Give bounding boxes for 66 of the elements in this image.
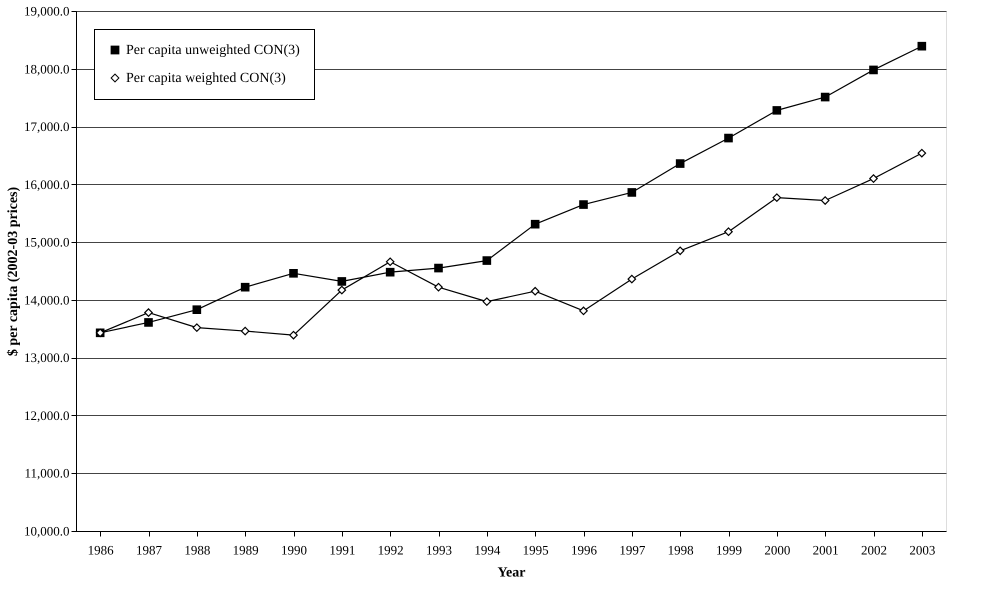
y-tick-label: 14,000.0 bbox=[24, 292, 70, 308]
y-tick-label: 10,000.0 bbox=[24, 524, 70, 538]
point bbox=[434, 264, 443, 272]
point bbox=[724, 227, 733, 236]
y-tick-label: 13,000.0 bbox=[24, 350, 70, 366]
x-tick-label: 1987 bbox=[136, 542, 162, 558]
point bbox=[240, 282, 250, 292]
legend-label: Per capita weighted CON(3) bbox=[126, 71, 286, 86]
x-tick-label: 2003 bbox=[909, 542, 936, 558]
x-tick-label: 1986 bbox=[88, 542, 114, 558]
x-tick-label: 1990 bbox=[281, 542, 307, 558]
point bbox=[482, 256, 492, 265]
x-tick-label: 2002 bbox=[861, 542, 887, 558]
point bbox=[338, 286, 346, 294]
point bbox=[724, 134, 733, 142]
y-tick-label: 16,000.0 bbox=[24, 176, 70, 192]
point bbox=[240, 326, 250, 336]
x-tick-label: 1993 bbox=[426, 542, 452, 558]
point bbox=[530, 220, 540, 229]
y-tick-label: 19,000.0 bbox=[24, 4, 70, 18]
point bbox=[530, 286, 540, 296]
point bbox=[434, 282, 443, 292]
point bbox=[676, 159, 684, 168]
x-tick-label: 1995 bbox=[522, 542, 549, 558]
point bbox=[918, 42, 926, 51]
point bbox=[386, 268, 394, 276]
point bbox=[338, 277, 346, 286]
x-tick-label: 1997 bbox=[619, 542, 646, 558]
point bbox=[192, 305, 202, 314]
point bbox=[628, 274, 636, 284]
x-tick-label: 1994 bbox=[474, 542, 501, 558]
point bbox=[676, 246, 684, 256]
x-tick-label: 2000 bbox=[764, 542, 790, 558]
point bbox=[144, 308, 153, 317]
y-tick-label: 15,000.0 bbox=[24, 234, 70, 250]
y-axis-title: $ per capita (2002-03 prices) bbox=[6, 186, 21, 356]
point bbox=[820, 196, 830, 205]
point bbox=[289, 330, 298, 340]
point bbox=[192, 323, 202, 332]
x-axis-title: Year bbox=[498, 566, 526, 580]
x-tick-label: 1999 bbox=[716, 542, 742, 558]
point bbox=[628, 188, 636, 197]
x-tick-label: 2001 bbox=[812, 542, 839, 558]
y-tick-label: 11,000.0 bbox=[24, 466, 70, 481]
x-tick-label: 1992 bbox=[378, 542, 404, 558]
x-tick-label: 1996 bbox=[571, 542, 598, 558]
point bbox=[482, 297, 492, 306]
point bbox=[579, 200, 588, 209]
x-tick-label: 1998 bbox=[668, 542, 694, 558]
y-tick-label: 17,000.0 bbox=[24, 119, 70, 134]
point bbox=[918, 148, 926, 158]
point bbox=[820, 92, 830, 102]
point bbox=[772, 106, 782, 115]
point bbox=[144, 318, 153, 327]
x-tick-label: 1989 bbox=[232, 542, 259, 558]
x-tick-label: 1988 bbox=[184, 542, 210, 558]
point bbox=[386, 257, 394, 266]
y-tick-label: 18,000.0 bbox=[24, 61, 70, 76]
legend-label: Per capita unweighted CON(3) bbox=[126, 43, 300, 58]
point bbox=[869, 174, 878, 183]
point bbox=[289, 269, 298, 278]
point bbox=[772, 193, 782, 202]
y-tick-label: 12,000.0 bbox=[24, 408, 70, 423]
point bbox=[869, 66, 878, 74]
point bbox=[579, 306, 588, 316]
x-tick-label: 1991 bbox=[329, 542, 356, 558]
